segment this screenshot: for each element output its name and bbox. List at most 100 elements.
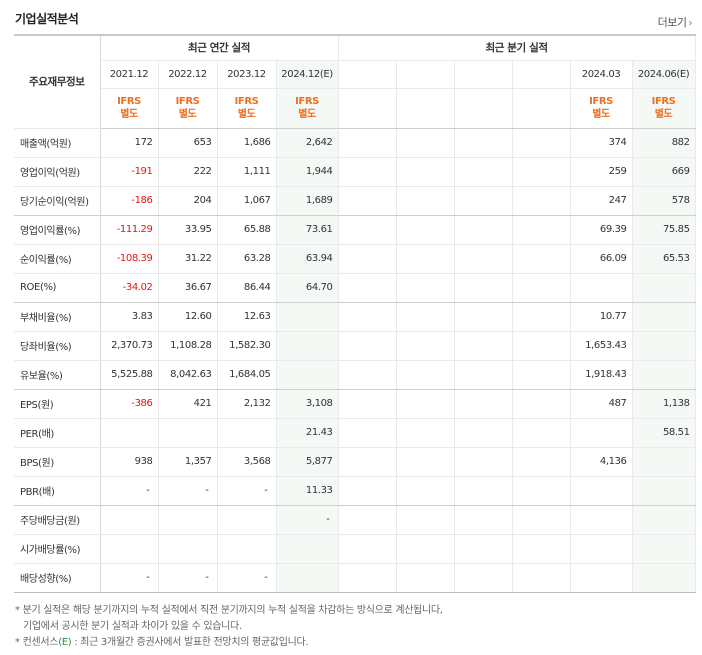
row-label: 매출액(억원) (14, 128, 101, 158)
annual-cell: 1,582.30 (217, 331, 277, 361)
section-title: 기업실적분석 (15, 12, 79, 26)
quarter-cell (396, 157, 455, 187)
quarter-cell (512, 563, 571, 593)
quarter-cell (396, 505, 455, 535)
annual-cell: 31.22 (158, 244, 218, 274)
quarter-cell (570, 418, 633, 448)
ifrs-header: IFRS 별도 (632, 88, 696, 129)
annual-cell (276, 563, 339, 593)
quarter-cell (454, 244, 513, 274)
annual-group-header: 최근 연간 실적 (100, 34, 339, 61)
more-link[interactable]: 더보기 › (658, 14, 693, 30)
quarter-cell: 578 (632, 186, 696, 216)
row-label: 순이익률(%) (14, 244, 101, 274)
quarter-cell (570, 505, 633, 535)
annual-cell: 1,689 (276, 186, 339, 216)
annual-cell: 36.67 (158, 273, 218, 303)
quarter-cell (512, 360, 571, 390)
quarter-cell (454, 389, 513, 419)
annual-cell: -186 (100, 186, 159, 216)
quarter-cell (512, 534, 571, 564)
row-label: BPS(원) (14, 447, 101, 477)
row-label: 배당성향(%) (14, 563, 101, 593)
annual-cell (276, 331, 339, 361)
row-label: 영업이익(억원) (14, 157, 101, 187)
quarter-cell (632, 563, 696, 593)
quarter-cell (337, 186, 397, 216)
period-header: 2022.12 (158, 60, 218, 89)
quarter-cell: 247 (570, 186, 633, 216)
quarter-cell (396, 534, 455, 564)
quarter-cell (454, 476, 513, 506)
quarter-cell (512, 215, 571, 245)
quarter-cell (512, 418, 571, 448)
table-row: 부채비율(%) 3.83 12.60 12.63 10.77 (14, 302, 696, 332)
period-header (454, 60, 513, 89)
quarter-cell (632, 331, 696, 361)
annual-cell (276, 360, 339, 390)
row-label: 주당배당금(원) (14, 505, 101, 535)
annual-cell: 33.95 (158, 215, 218, 245)
quarter-cell (337, 447, 397, 477)
corner-header: 주요재무정보 (14, 34, 101, 129)
annual-cell: 3.83 (100, 302, 159, 332)
annual-cell: -108.39 (100, 244, 159, 274)
quarter-cell (454, 331, 513, 361)
period-header: 2021.12 (100, 60, 159, 89)
ifrs-header: IFRS 별도 (570, 88, 633, 129)
quarter-cell (512, 447, 571, 477)
quarter-cell (454, 128, 513, 158)
annual-cell: - (100, 476, 159, 506)
annual-cell: 21.43 (276, 418, 339, 448)
quarter-cell (632, 273, 696, 303)
row-label: 부채비율(%) (14, 302, 101, 332)
annual-cell: -111.29 (100, 215, 159, 245)
annual-cell: -386 (100, 389, 159, 419)
table-row: 당기순이익(억원) -186 204 1,067 1,689 247 578 (14, 186, 696, 216)
quarter-cell (454, 273, 513, 303)
annual-cell: - (158, 563, 218, 593)
annual-cell: 1,111 (217, 157, 277, 187)
quarter-cell (337, 273, 397, 303)
annual-cell: - (217, 476, 277, 506)
annual-cell: 421 (158, 389, 218, 419)
annual-cell: - (100, 563, 159, 593)
row-label: EPS(원) (14, 389, 101, 419)
row-label: 시가배당률(%) (14, 534, 101, 564)
note-line-3: * 컨센서스(E) : 최근 3개월간 증권사에서 발표한 전망치의 평균값입니… (15, 637, 309, 648)
annual-cell: 2,370.73 (100, 331, 159, 361)
row-label: 당기순이익(억원) (14, 186, 101, 216)
annual-cell: 2,642 (276, 128, 339, 158)
quarter-cell (512, 476, 571, 506)
quarter-cell (632, 505, 696, 535)
annual-cell: 653 (158, 128, 218, 158)
table-row: 순이익률(%) -108.39 31.22 63.28 63.94 66.09 65.53 (14, 244, 696, 274)
quarter-cell (337, 331, 397, 361)
ifrs-header (454, 88, 513, 129)
quarter-cell: 4,136 (570, 447, 633, 477)
quarter-cell: 69.39 (570, 215, 633, 245)
quarter-cell: 65.53 (632, 244, 696, 274)
quarter-cell (337, 302, 397, 332)
annual-cell: 86.44 (217, 273, 277, 303)
quarter-cell (512, 244, 571, 274)
ifrs-header (337, 88, 397, 129)
period-header (337, 60, 397, 89)
quarter-cell (632, 476, 696, 506)
quarter-cell (337, 157, 397, 187)
annual-cell: -34.02 (100, 273, 159, 303)
quarter-cell: 374 (570, 128, 633, 158)
quarter-cell: 487 (570, 389, 633, 419)
quarter-cell (512, 186, 571, 216)
quarter-cell (632, 302, 696, 332)
annual-cell: 1,684.05 (217, 360, 277, 390)
row-label: PBR(배) (14, 476, 101, 506)
quarter-cell: 259 (570, 157, 633, 187)
quarter-cell: 1,653.43 (570, 331, 633, 361)
quarter-cell (337, 476, 397, 506)
quarter-cell (337, 418, 397, 448)
annual-cell: - (158, 476, 218, 506)
period-header: 2023.12 (217, 60, 277, 89)
quarter-cell (396, 476, 455, 506)
annual-cell: - (217, 563, 277, 593)
